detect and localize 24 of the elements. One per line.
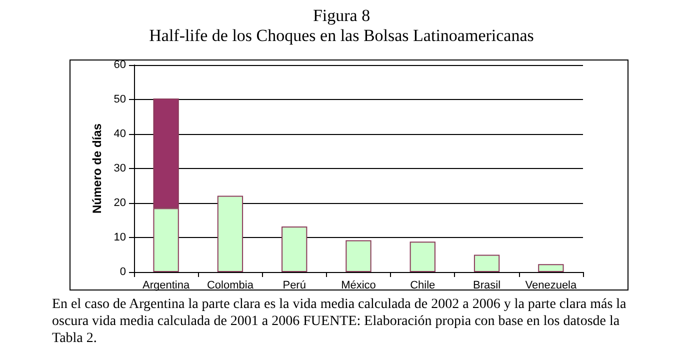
y-axis-title: Número de días xyxy=(90,123,104,214)
y-tick-label: 0 xyxy=(120,266,126,278)
y-tick-label: 30 xyxy=(114,162,126,174)
y-tick-label: 50 xyxy=(114,94,126,106)
x-tick-label: Brasil xyxy=(473,280,501,292)
y-tick-label: 10 xyxy=(114,232,126,244)
x-tick-label: Colombia xyxy=(206,280,254,292)
text: En el caso de Argentina la parte clara es la vida media calculada de 2002 a 2006 y la parte clara más la oscura vida media calculada de 2001 a 2006 FUENTE: Elaboración propia con base en los datosde la Tabla 2. xyxy=(52,297,630,346)
bar xyxy=(346,240,372,272)
bar xyxy=(538,264,564,272)
y-tick-label: 60 xyxy=(114,59,126,71)
x-tick-label: Chile xyxy=(410,280,436,292)
bar xyxy=(474,254,500,272)
chart-title: Figura 8 xyxy=(312,6,370,25)
y-tick-label: 40 xyxy=(114,128,126,140)
x-tick-label: Argentina xyxy=(142,280,190,292)
bar xyxy=(217,196,244,272)
x-tick-label: Venezuela xyxy=(525,280,578,292)
bar xyxy=(282,226,308,272)
x-tick-label: Perú xyxy=(282,280,306,292)
bar xyxy=(410,242,436,272)
chart-subtitle: Half-life de los Choques en las Bolsas Latinoamericanas xyxy=(149,26,534,45)
x-tick-label: México xyxy=(341,280,376,292)
y-tick-label: 20 xyxy=(114,197,126,209)
